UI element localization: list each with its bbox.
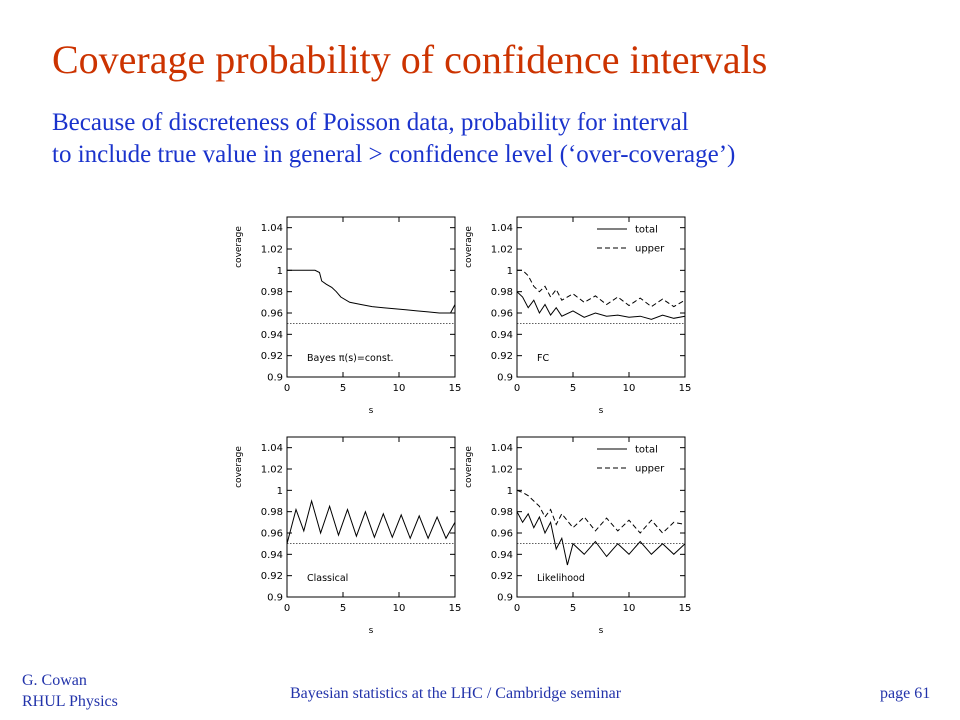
footer-author: G. Cowan RHUL Physics — [22, 670, 118, 712]
legend-label-upper: upper — [635, 464, 665, 475]
x-tick-label: 5 — [570, 383, 576, 394]
x-tick-label: 10 — [623, 603, 636, 614]
series-line-total — [516, 511, 686, 566]
y-tick-label: 0.9 — [497, 593, 513, 604]
x-tick-label: 0 — [514, 603, 520, 614]
panel-annotation: Bayes π(s)=const. — [307, 353, 394, 364]
series-line-s0 — [286, 499, 456, 544]
y-tick-label: 0.92 — [491, 571, 513, 582]
x-tick-label: 15 — [449, 603, 462, 614]
x-tick-label: 0 — [514, 383, 520, 394]
y-tick-label: 0.92 — [491, 351, 513, 362]
panel-annotation: Likelihood — [537, 573, 585, 584]
y-tick-label: 0.94 — [491, 550, 513, 561]
x-axis-label: s — [369, 406, 374, 416]
y-tick-label: 0.94 — [261, 550, 283, 561]
y-tick-label: 0.98 — [261, 507, 283, 518]
x-tick-label: 15 — [449, 383, 462, 394]
author-name: G. Cowan — [22, 672, 87, 689]
series-line-upper — [516, 489, 686, 534]
y-tick-label: 0.98 — [261, 287, 283, 298]
subtitle-line-1: Because of discreteness of Poisson data,… — [52, 109, 689, 136]
y-tick-label: 1.02 — [261, 465, 283, 476]
y-tick-label: 0.98 — [491, 287, 513, 298]
y-tick-label: 0.96 — [491, 529, 513, 540]
y-axis-label: coverage — [234, 446, 244, 488]
y-tick-label: 0.92 — [261, 351, 283, 362]
legend-label-total: total — [635, 225, 658, 236]
y-tick-label: 0.96 — [491, 309, 513, 320]
panel-annotation: Classical — [307, 573, 348, 584]
series-line-upper — [517, 269, 686, 308]
y-axis-label: coverage — [234, 226, 244, 268]
legend-label-upper: upper — [635, 244, 665, 255]
y-tick-label: 0.94 — [491, 330, 513, 341]
x-tick-label: 15 — [679, 383, 692, 394]
plot-frame — [516, 216, 686, 378]
y-tick-label: 0.9 — [267, 373, 283, 384]
panel-annotation: FC — [537, 353, 549, 364]
series-line-total — [516, 291, 686, 320]
x-tick-label: 10 — [393, 603, 406, 614]
x-tick-label: 5 — [340, 383, 346, 394]
x-tick-label: 0 — [284, 383, 290, 394]
y-tick-label: 1 — [507, 486, 513, 497]
plot-frame — [286, 436, 456, 598]
y-tick-label: 0.96 — [261, 529, 283, 540]
y-tick-label: 0.92 — [261, 571, 283, 582]
plot-frame — [516, 436, 686, 598]
subtitle-line-2: to include true value in general > confi… — [52, 141, 736, 168]
x-tick-label: 0 — [284, 603, 290, 614]
y-axis-label: coverage — [464, 226, 474, 268]
y-tick-label: 1 — [507, 266, 513, 277]
footer-page-number: page 61 — [880, 685, 931, 702]
plot-frame — [286, 216, 456, 378]
footer-talk-title: Bayesian statistics at the LHC / Cambrid… — [290, 685, 622, 702]
y-tick-label: 1.04 — [491, 443, 513, 454]
slide-subtitle: Because of discreteness of Poisson data,… — [52, 107, 735, 171]
x-axis-label: s — [369, 626, 374, 636]
y-tick-label: 1.02 — [491, 245, 513, 256]
slide-title: Coverage probability of confidence inter… — [52, 37, 768, 82]
author-affiliation: RHUL Physics — [22, 693, 118, 710]
y-tick-label: 1.04 — [261, 443, 283, 454]
y-tick-label: 0.9 — [267, 593, 283, 604]
coverage-panel-bottom-left: 0.9 0.92 0.94 0.96 0.98 1 1.02 1.04 0 5 10 15 s cover… — [234, 436, 462, 636]
y-axis-label: coverage — [464, 446, 474, 488]
coverage-panel-bottom-right: 0.9 0.92 0.94 0.96 0.98 1 1.02 1.04 0 5 10 15 s cover… — [464, 436, 692, 636]
y-tick-label: 0.96 — [261, 309, 283, 320]
coverage-panel-top-left: 0.9 0.92 0.94 0.96 0.98 1 1.02 1.04 0 5 10 15 s cover… — [234, 216, 462, 416]
series-line-s0 — [287, 269, 456, 314]
x-tick-label: 10 — [393, 383, 406, 394]
y-tick-label: 1.02 — [491, 465, 513, 476]
x-tick-label: 10 — [623, 383, 636, 394]
legend-label-total: total — [635, 445, 658, 456]
y-tick-label: 0.98 — [491, 507, 513, 518]
y-tick-label: 1 — [277, 486, 283, 497]
x-axis-label: s — [599, 626, 604, 636]
y-tick-label: 1.02 — [261, 245, 283, 256]
x-tick-label: 5 — [340, 603, 346, 614]
y-tick-label: 0.94 — [261, 330, 283, 341]
coverage-panel-top-right: 0.9 0.92 0.94 0.96 0.98 1 1.02 1.04 0 5 10 15 s cover… — [464, 216, 692, 416]
x-axis-label: s — [599, 406, 604, 416]
x-tick-label: 5 — [570, 603, 576, 614]
y-tick-label: 1.04 — [261, 223, 283, 234]
y-tick-label: 0.9 — [497, 373, 513, 384]
y-tick-label: 1 — [277, 266, 283, 277]
x-tick-label: 15 — [679, 603, 692, 614]
y-tick-label: 1.04 — [491, 223, 513, 234]
